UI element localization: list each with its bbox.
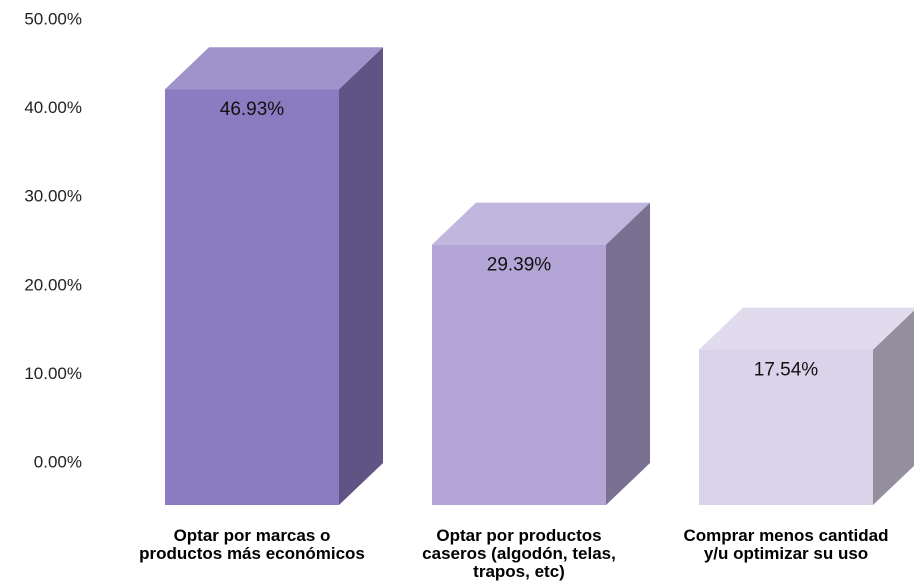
y-tick-label: 30.00% (24, 187, 82, 206)
value-label: 46.93% (220, 99, 285, 120)
y-tick-label: 50.00% (24, 9, 82, 28)
value-label: 17.54% (754, 360, 819, 381)
x-tick-label: Comprar menos cantidad y/u optimizar su … (683, 526, 889, 563)
bar-side (339, 47, 383, 506)
bar-top (432, 202, 650, 245)
bar (432, 244, 606, 505)
bar (165, 89, 339, 506)
bar (699, 349, 873, 505)
value-label: 29.39% (487, 255, 552, 276)
y-tick-label: 0.00% (34, 452, 82, 471)
bar-top (699, 307, 914, 350)
bar-side (606, 202, 650, 505)
x-tick-label: Optar por productos caseros (algodón, te… (422, 526, 616, 581)
x-tick-label: Optar por marcas o productos más económi… (139, 526, 365, 563)
bar-side (873, 310, 914, 505)
y-tick-label: 10.00% (24, 364, 82, 383)
y-tick-label: 20.00% (24, 275, 82, 294)
bar-top (165, 47, 383, 90)
y-tick-label: 40.00% (24, 98, 82, 117)
